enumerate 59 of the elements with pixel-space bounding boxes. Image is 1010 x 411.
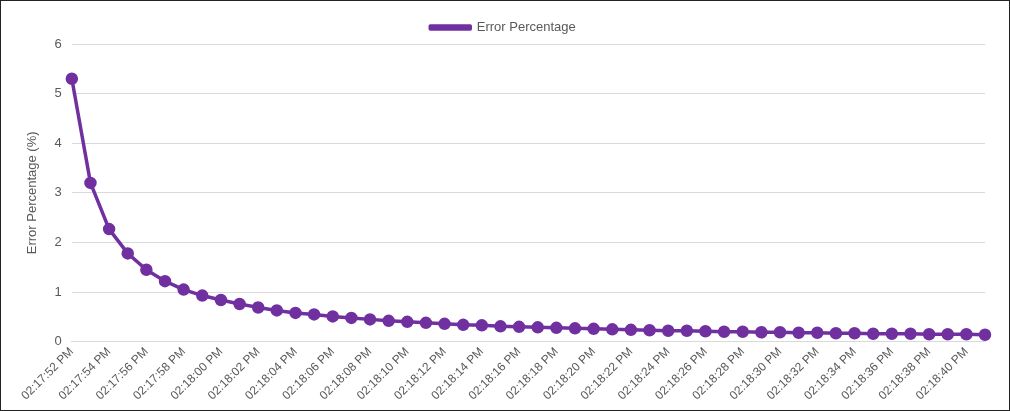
point (307, 308, 321, 321)
y-tick-label: 4 (54, 134, 62, 150)
legend-label: Error Percentage (476, 19, 576, 35)
point (177, 283, 190, 296)
point (196, 289, 209, 302)
point (363, 313, 377, 326)
y-tick-label: 1 (54, 283, 62, 299)
point (456, 318, 470, 332)
point (475, 319, 489, 332)
point (438, 317, 451, 331)
point (214, 293, 228, 307)
point (866, 327, 880, 341)
point (102, 222, 116, 236)
point (251, 301, 265, 314)
point (978, 328, 992, 342)
point (531, 321, 544, 334)
point (587, 322, 600, 336)
point (419, 316, 433, 330)
point (736, 325, 749, 339)
point (121, 247, 134, 260)
point (326, 310, 339, 323)
y-tick-label: 0 (54, 333, 62, 349)
point (289, 306, 302, 320)
point (382, 314, 395, 328)
point (848, 327, 861, 340)
point (717, 325, 731, 339)
y-tick-label: 6 (54, 35, 62, 51)
point (606, 323, 619, 336)
point (401, 315, 414, 329)
point (270, 304, 284, 317)
point (773, 326, 787, 339)
point (829, 327, 843, 340)
point (922, 328, 936, 341)
y-tick-label: 3 (54, 184, 62, 200)
y-axis-title: Error Percentage (%) (24, 131, 40, 255)
point (140, 263, 153, 277)
point (755, 326, 768, 339)
point (699, 325, 712, 338)
point (661, 324, 675, 338)
point (624, 323, 638, 337)
y-tick-label: 5 (54, 85, 62, 101)
point (158, 274, 172, 288)
point (643, 324, 656, 337)
point (65, 72, 79, 85)
point (680, 324, 694, 338)
point (792, 326, 805, 340)
y-tick-label: 2 (54, 234, 62, 250)
point (568, 322, 582, 335)
point (345, 311, 358, 325)
point (904, 327, 917, 341)
point (84, 176, 97, 190)
point (233, 297, 246, 311)
point (811, 326, 824, 340)
point (960, 328, 973, 341)
point (885, 327, 899, 341)
point (941, 328, 954, 341)
point (512, 320, 526, 334)
point (550, 321, 563, 335)
point (494, 320, 507, 333)
